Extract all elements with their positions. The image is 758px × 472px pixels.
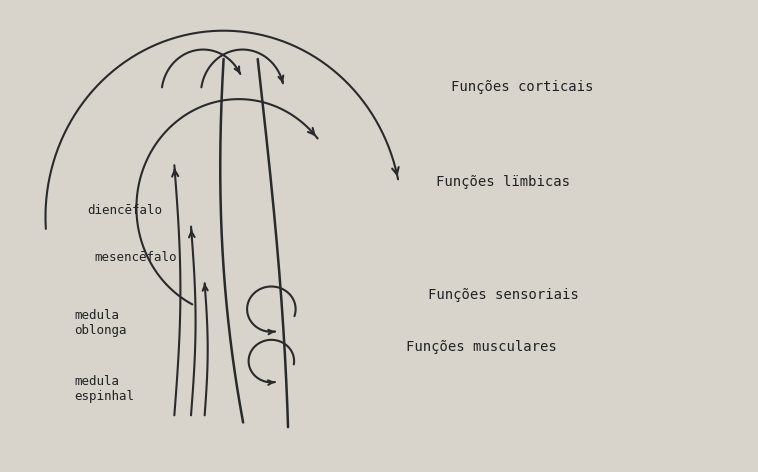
Text: mesencēfalo: mesencēfalo: [95, 251, 177, 264]
Text: Funções musculares: Funções musculares: [406, 340, 556, 354]
Text: Funções corticais: Funções corticais: [451, 80, 594, 94]
Text: medula
espinhal: medula espinhal: [74, 375, 134, 404]
Text: Funções lïmbicas: Funções lïmbicas: [436, 175, 570, 189]
Text: Funções sensoriais: Funções sensoriais: [428, 288, 579, 302]
Text: medula
oblonga: medula oblonga: [74, 309, 127, 337]
Text: diencēfalo: diencēfalo: [87, 203, 162, 217]
